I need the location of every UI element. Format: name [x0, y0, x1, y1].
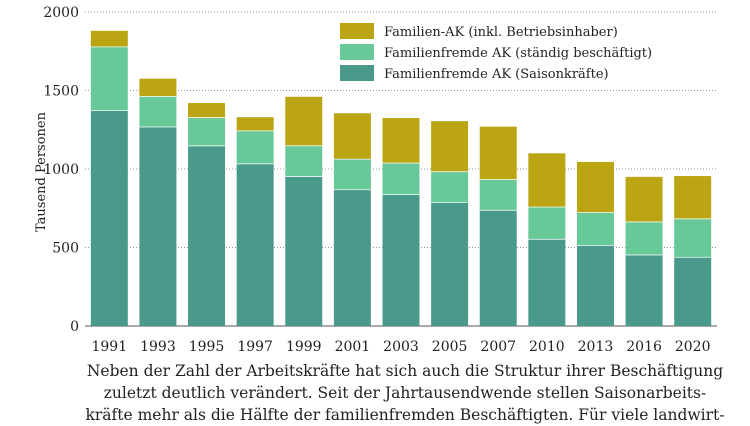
bar-segment [528, 153, 566, 207]
bar-segment [576, 212, 614, 246]
bar-segment [382, 194, 420, 326]
bar-segment [139, 78, 177, 96]
legend-label: Familien-AK (inkl. Betriebsinhaber) [384, 25, 618, 40]
bar-segment [431, 121, 469, 172]
bar-segment [188, 145, 226, 326]
bar-segment [90, 46, 128, 111]
x-tick-label: 2013 [578, 339, 614, 355]
bar-segment [333, 158, 371, 190]
x-tick-labels: 1991 1993 1995 1997 1999 2001 2003 2005 2007 2010… [91, 339, 710, 355]
legend-swatch [340, 65, 374, 81]
bar-segment [236, 163, 274, 326]
bar-segment [188, 117, 226, 146]
x-tick-label: 2007 [480, 339, 516, 355]
bar-segment [674, 218, 712, 257]
bar-segment [382, 117, 420, 163]
caption-line: zuletzt deutlich verändert. Seit der Jah… [103, 384, 707, 402]
x-tick-label: 1991 [91, 339, 127, 355]
bar-segment [188, 103, 226, 118]
bar-segment [625, 254, 663, 326]
x-tick-label: 2003 [383, 339, 419, 355]
y-tick-label: 1500 [43, 84, 79, 100]
caption-line: kräfte mehr als die Hälfte der familienf… [85, 406, 725, 424]
bar-segment [90, 110, 128, 326]
x-tick-label: 2005 [432, 339, 468, 355]
bar-segment [285, 176, 323, 326]
bar-segment [674, 256, 712, 326]
x-tick-label: 2016 [626, 339, 662, 355]
y-axis-label: Tausend Personen [34, 111, 49, 232]
bar-segment [576, 161, 614, 213]
caption-line: Neben der Zahl der Arbeitskräfte hat sic… [86, 362, 724, 380]
bar-segment [625, 221, 663, 255]
x-tick-label: 2010 [529, 339, 565, 355]
bar-segment [333, 189, 371, 326]
x-tick-label: 1995 [189, 339, 225, 355]
bar-segment [528, 206, 566, 239]
bar-segment [139, 126, 177, 326]
y-tick-label: 0 [70, 319, 79, 335]
legend: Familien-AK (inkl. Betriebsinhaber) Famil… [340, 23, 652, 82]
bar-segment [479, 179, 517, 210]
bar-segment [479, 209, 517, 326]
bar-segment [625, 176, 663, 222]
bar-segment [674, 176, 712, 219]
bar-segment [333, 113, 371, 159]
legend-label: Familienfremde AK (Saisonkräfte) [384, 67, 609, 82]
x-tick-label: 2020 [675, 339, 711, 355]
legend-swatch [340, 44, 374, 60]
bar-segment [285, 145, 323, 177]
bar-segment [285, 96, 323, 146]
bar-segment [139, 95, 177, 127]
bar-segment [382, 162, 420, 195]
legend-label: Familienfremde AK (ständig beschäftigt) [384, 46, 652, 61]
y-tick-label: 2000 [43, 5, 79, 21]
bar-segment [528, 238, 566, 326]
bar-segment [236, 130, 274, 164]
x-tick-label: 1999 [286, 339, 322, 355]
y-tick-label: 500 [52, 241, 79, 257]
legend-swatch [340, 23, 374, 39]
y-tick-label: 1000 [43, 162, 79, 178]
x-tick-label: 1997 [237, 339, 273, 355]
bar-segment [479, 126, 517, 180]
bar-segment [431, 201, 469, 326]
x-tick-label: 1993 [140, 339, 176, 355]
y-tick-labels: 0 500 1000 1500 2000 [43, 5, 79, 335]
bar-segment [576, 245, 614, 326]
bar-segment [236, 117, 274, 131]
x-tick-label: 2001 [335, 339, 371, 355]
bar-segment [431, 171, 469, 202]
bars [90, 30, 712, 326]
bar-segment [90, 30, 128, 47]
caption-text: Neben der Zahl der Arbeitskräfte hat sic… [60, 360, 750, 426]
